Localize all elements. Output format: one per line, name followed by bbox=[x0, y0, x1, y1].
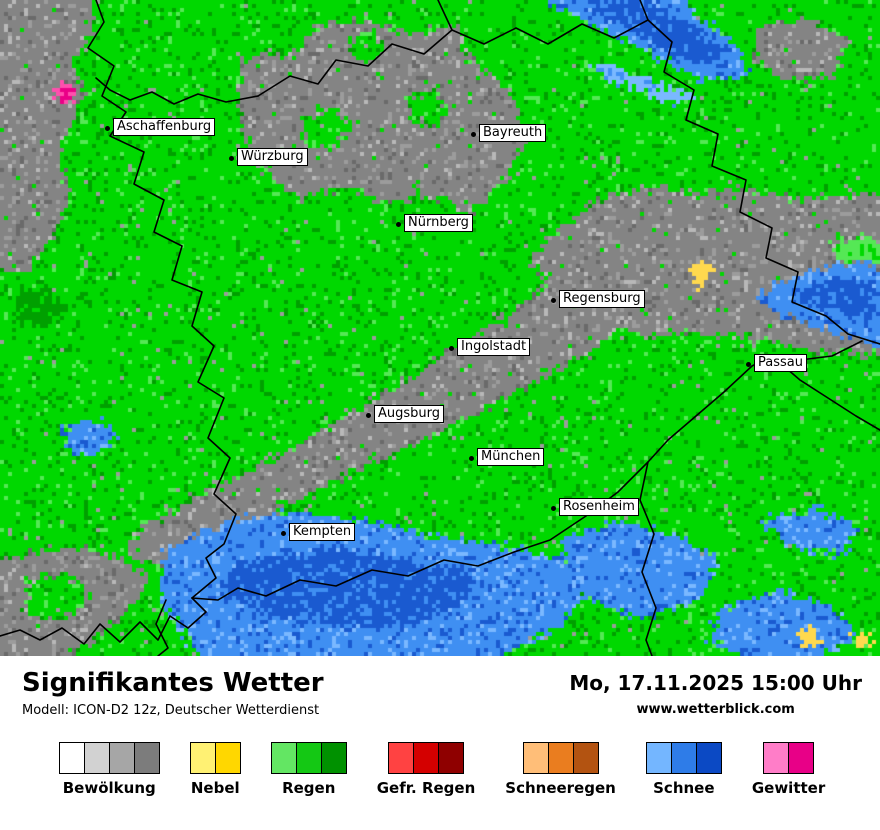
legend-swatch bbox=[572, 742, 599, 774]
legend-swatch bbox=[695, 742, 722, 774]
footer-left: Signifikantes Wetter Modell: ICON-D2 12z… bbox=[22, 668, 324, 718]
legend-label: Regen bbox=[282, 779, 336, 797]
city-dot bbox=[469, 456, 474, 461]
border-line bbox=[0, 597, 207, 645]
legend-swatches bbox=[58, 742, 160, 774]
forecast-datetime: Mo, 17.11.2025 15:00 Uhr bbox=[569, 671, 862, 695]
legend-swatch bbox=[83, 742, 110, 774]
legend-item: Bewölkung bbox=[58, 742, 160, 797]
city-dot bbox=[396, 222, 401, 227]
legend-swatches bbox=[270, 742, 347, 774]
city-label: Würzburg bbox=[237, 148, 308, 166]
border-line bbox=[95, 77, 259, 105]
legend-label: Schneeregen bbox=[505, 779, 616, 797]
legend-item: Nebel bbox=[189, 742, 241, 797]
legend-label: Gefr. Regen bbox=[376, 779, 476, 797]
legend-swatch bbox=[270, 742, 297, 774]
legend-swatch bbox=[763, 742, 790, 774]
weather-raster-canvas bbox=[0, 0, 880, 656]
legend-swatch bbox=[670, 742, 697, 774]
legend-item: Regen bbox=[270, 742, 347, 797]
border-line bbox=[87, 0, 237, 599]
city-dot bbox=[105, 126, 110, 131]
footer-right: Mo, 17.11.2025 15:00 Uhr www.wetterblick… bbox=[569, 668, 862, 717]
city-dot bbox=[471, 132, 476, 137]
city-label: Rosenheim bbox=[559, 498, 639, 516]
footer-header: Signifikantes Wetter Modell: ICON-D2 12z… bbox=[22, 668, 862, 718]
city-label: Kempten bbox=[289, 523, 356, 541]
border-line bbox=[155, 599, 169, 656]
legend-swatch bbox=[645, 742, 672, 774]
legend-item: Gefr. Regen bbox=[376, 742, 476, 797]
legend-swatch bbox=[189, 742, 216, 774]
legend-swatches bbox=[189, 742, 241, 774]
legend: Bewölkung Nebel Regen Gefr. Regen Schneerege… bbox=[22, 742, 862, 797]
model-info: Modell: ICON-D2 12z, Deutscher Wetterdie… bbox=[22, 703, 320, 718]
legend-swatch bbox=[788, 742, 815, 774]
city-label: Nürnberg bbox=[404, 214, 473, 232]
city-dot bbox=[229, 156, 234, 161]
legend-swatch bbox=[388, 742, 414, 774]
legend-label: Schnee bbox=[653, 779, 715, 797]
legend-label: Bewölkung bbox=[62, 779, 156, 797]
weather-map: Aschaffenburg Würzburg Bayreuth Nürnberg Reg… bbox=[0, 0, 880, 656]
legend-swatch bbox=[320, 742, 347, 774]
legend-swatch bbox=[58, 742, 85, 774]
city-label: München bbox=[477, 448, 545, 466]
legend-label: Gewitter bbox=[751, 779, 826, 797]
city-dot bbox=[449, 346, 454, 351]
border-line bbox=[771, 355, 880, 431]
legend-swatch bbox=[295, 742, 322, 774]
legend-swatch bbox=[547, 742, 574, 774]
city-label: Ingolstadt bbox=[457, 338, 531, 356]
legend-swatches bbox=[522, 742, 599, 774]
legend-item: Schnee bbox=[645, 742, 722, 797]
page-title: Signifikantes Wetter bbox=[22, 668, 324, 698]
legend-swatch bbox=[108, 742, 135, 774]
city-label: Aschaffenburg bbox=[113, 118, 216, 136]
footer: Signifikantes Wetter Modell: ICON-D2 12z… bbox=[0, 656, 880, 830]
border-line bbox=[257, 19, 649, 97]
legend-label: Nebel bbox=[190, 779, 240, 797]
border-lines bbox=[0, 0, 880, 656]
city-label: Augsburg bbox=[374, 405, 445, 423]
city-label: Passau bbox=[754, 354, 807, 372]
website-url: www.wetterblick.com bbox=[636, 702, 795, 717]
city-dot bbox=[551, 506, 556, 511]
legend-item: Gewitter bbox=[752, 742, 825, 797]
legend-swatch bbox=[522, 742, 549, 774]
legend-swatch bbox=[413, 742, 439, 774]
border-line bbox=[639, 461, 657, 656]
border-line bbox=[437, 0, 453, 31]
city-dot bbox=[746, 362, 751, 367]
legend-swatch bbox=[438, 742, 464, 774]
city-label: Regensburg bbox=[559, 290, 645, 308]
border-line bbox=[647, 19, 880, 345]
border-line bbox=[639, 0, 649, 21]
legend-swatches bbox=[388, 742, 464, 774]
legend-swatch bbox=[214, 742, 241, 774]
city-dot bbox=[281, 531, 286, 536]
legend-swatches bbox=[763, 742, 815, 774]
city-label: Bayreuth bbox=[479, 124, 547, 142]
legend-swatch bbox=[133, 742, 160, 774]
city-dot bbox=[551, 298, 556, 303]
city-dot bbox=[366, 413, 371, 418]
city-markers: Aschaffenburg Würzburg Bayreuth Nürnberg Reg… bbox=[105, 118, 807, 541]
legend-swatches bbox=[645, 742, 722, 774]
legend-item: Schneeregen bbox=[505, 742, 616, 797]
